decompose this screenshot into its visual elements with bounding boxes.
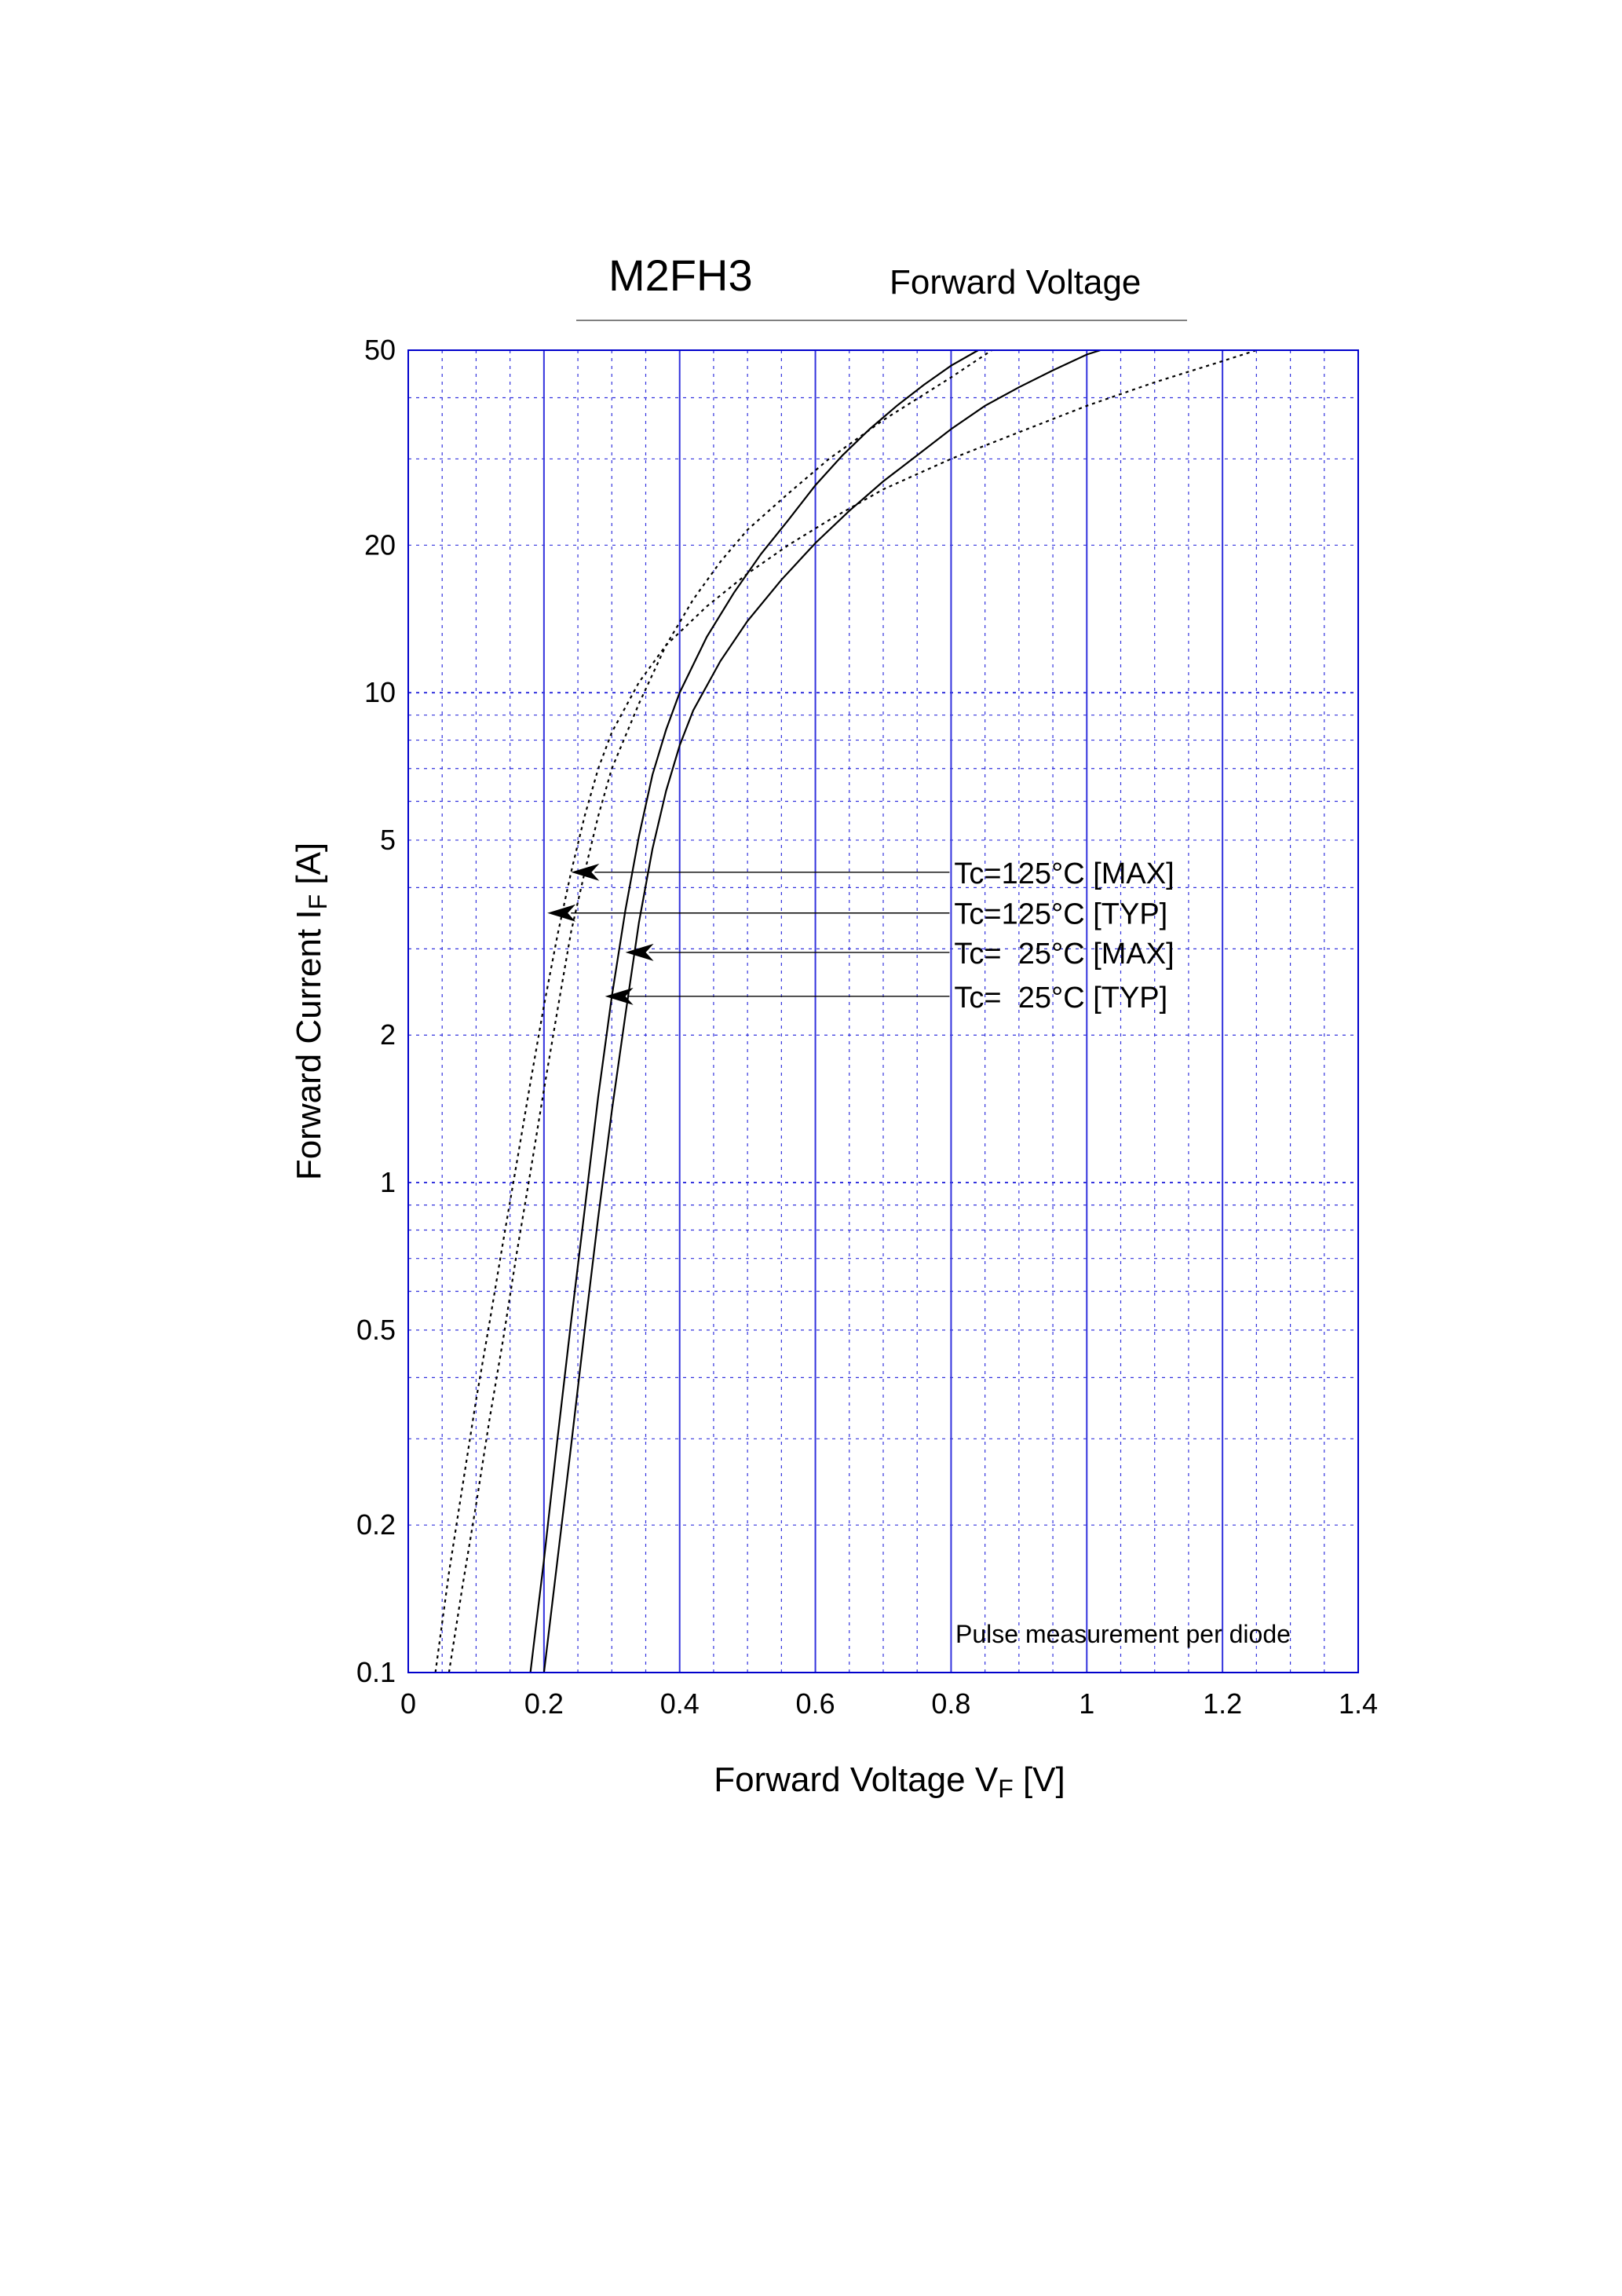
series-lines xyxy=(434,349,1257,1673)
y-tick-label: 1 xyxy=(380,1166,396,1198)
series-line-3 xyxy=(529,349,979,1673)
annotation-arrowhead xyxy=(625,943,654,961)
y-axis-label: Forward Current IF [A] xyxy=(290,843,332,1180)
y-tick-label: 0.5 xyxy=(356,1314,396,1346)
y-tick-label: 50 xyxy=(364,334,396,366)
chart-title: M2FH3 xyxy=(608,250,753,300)
series-line-1 xyxy=(448,349,992,1673)
series-line-4 xyxy=(542,349,1101,1673)
y-tick-label: 2 xyxy=(380,1018,396,1051)
annotation-arrowhead xyxy=(547,904,576,922)
x-tick-label: 0.8 xyxy=(931,1687,970,1720)
x-tick-label: 1.4 xyxy=(1339,1687,1378,1720)
tick-labels: 0 0.2 0.4 0.6 0.8 1 1.2 1.4 0.1 0.2 0.5 1 2 5 10 20 50 xyxy=(356,334,1378,1720)
annotation-label: Tc=125°C [MAX] xyxy=(954,857,1174,890)
x-axis-label: Forward Voltage VF [V] xyxy=(714,1760,1065,1803)
x-tick-label: 0.6 xyxy=(796,1687,835,1720)
annotation-label: Tc= 25°C [TYP] xyxy=(954,982,1167,1015)
x-tick-label: 1.2 xyxy=(1203,1687,1242,1720)
y-tick-label: 20 xyxy=(364,528,396,561)
y-tick-label: 10 xyxy=(364,676,396,708)
annotation-arrowhead xyxy=(605,987,634,1005)
annotation-arrowhead xyxy=(571,863,600,881)
chart-subtitle: Forward Voltage xyxy=(890,263,1141,302)
x-tick-label: 0.2 xyxy=(524,1687,564,1720)
note-text: Pulse measurement per diode xyxy=(955,1620,1291,1648)
plot-frame xyxy=(407,349,1359,1673)
annotations: Tc=125°C [MAX] Tc=125°C [TYP] Tc= 25°C [MA… xyxy=(547,857,1174,1015)
y-tick-label: 0.1 xyxy=(356,1656,396,1688)
y-tick-label: 0.2 xyxy=(356,1508,396,1541)
x-tick-label: 1 xyxy=(1079,1687,1094,1720)
series-line-2 xyxy=(434,349,1257,1673)
grid xyxy=(408,350,1358,1673)
x-tick-label: 0 xyxy=(400,1687,416,1720)
annotation-label: Tc=125°C [TYP] xyxy=(954,898,1167,931)
x-tick-label: 0.4 xyxy=(660,1687,700,1720)
annotation-label: Tc= 25°C [MAX] xyxy=(954,938,1174,971)
y-tick-label: 5 xyxy=(380,824,396,856)
